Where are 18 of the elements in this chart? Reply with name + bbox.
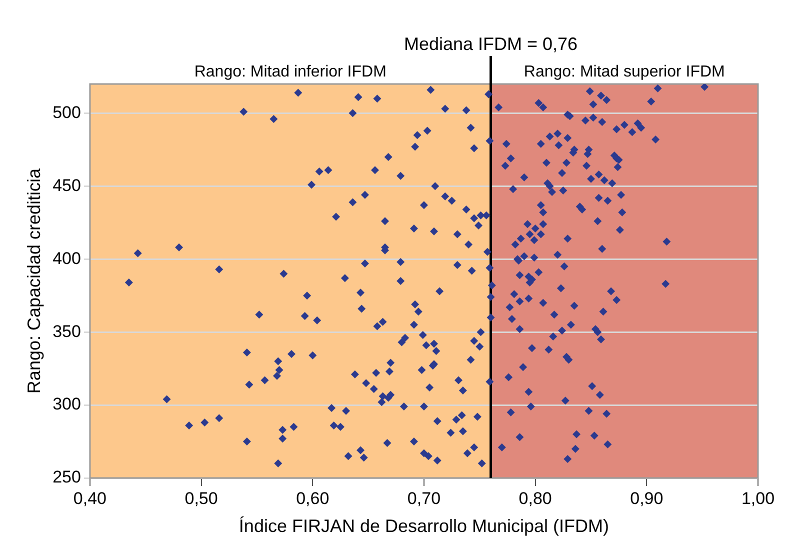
y-tick-label: 500 [52, 102, 81, 122]
x-tick-label: 0,90 [630, 488, 664, 508]
y-tick-label: 250 [52, 468, 81, 487]
y-tick-label: 400 [52, 248, 81, 268]
x-tick-label: 1,00 [741, 488, 775, 508]
y-tick-label: 350 [52, 322, 81, 341]
x-tick-label: 0,70 [407, 488, 441, 508]
x-tick-label: 0,50 [184, 488, 218, 508]
x-tick-label: 0,60 [296, 488, 330, 508]
x-axis-title: Índice FIRJAN de Desarrollo Municipal (IFDM) [238, 516, 610, 536]
y-tick-label: 300 [52, 394, 81, 414]
band-label: Rango: Mitad superior IFDM [524, 63, 725, 80]
ref-line-label: Mediana IFDM = 0,76 [404, 34, 578, 54]
x-tick-label: 0,40 [73, 488, 107, 508]
y-tick-label: 450 [52, 176, 81, 195]
x-tick-label: 0,80 [518, 488, 552, 508]
band-label: Rango: Mitad inferior IFDM [194, 63, 386, 80]
y-axis-title: Rango: Capacidad crediticia [24, 167, 44, 394]
